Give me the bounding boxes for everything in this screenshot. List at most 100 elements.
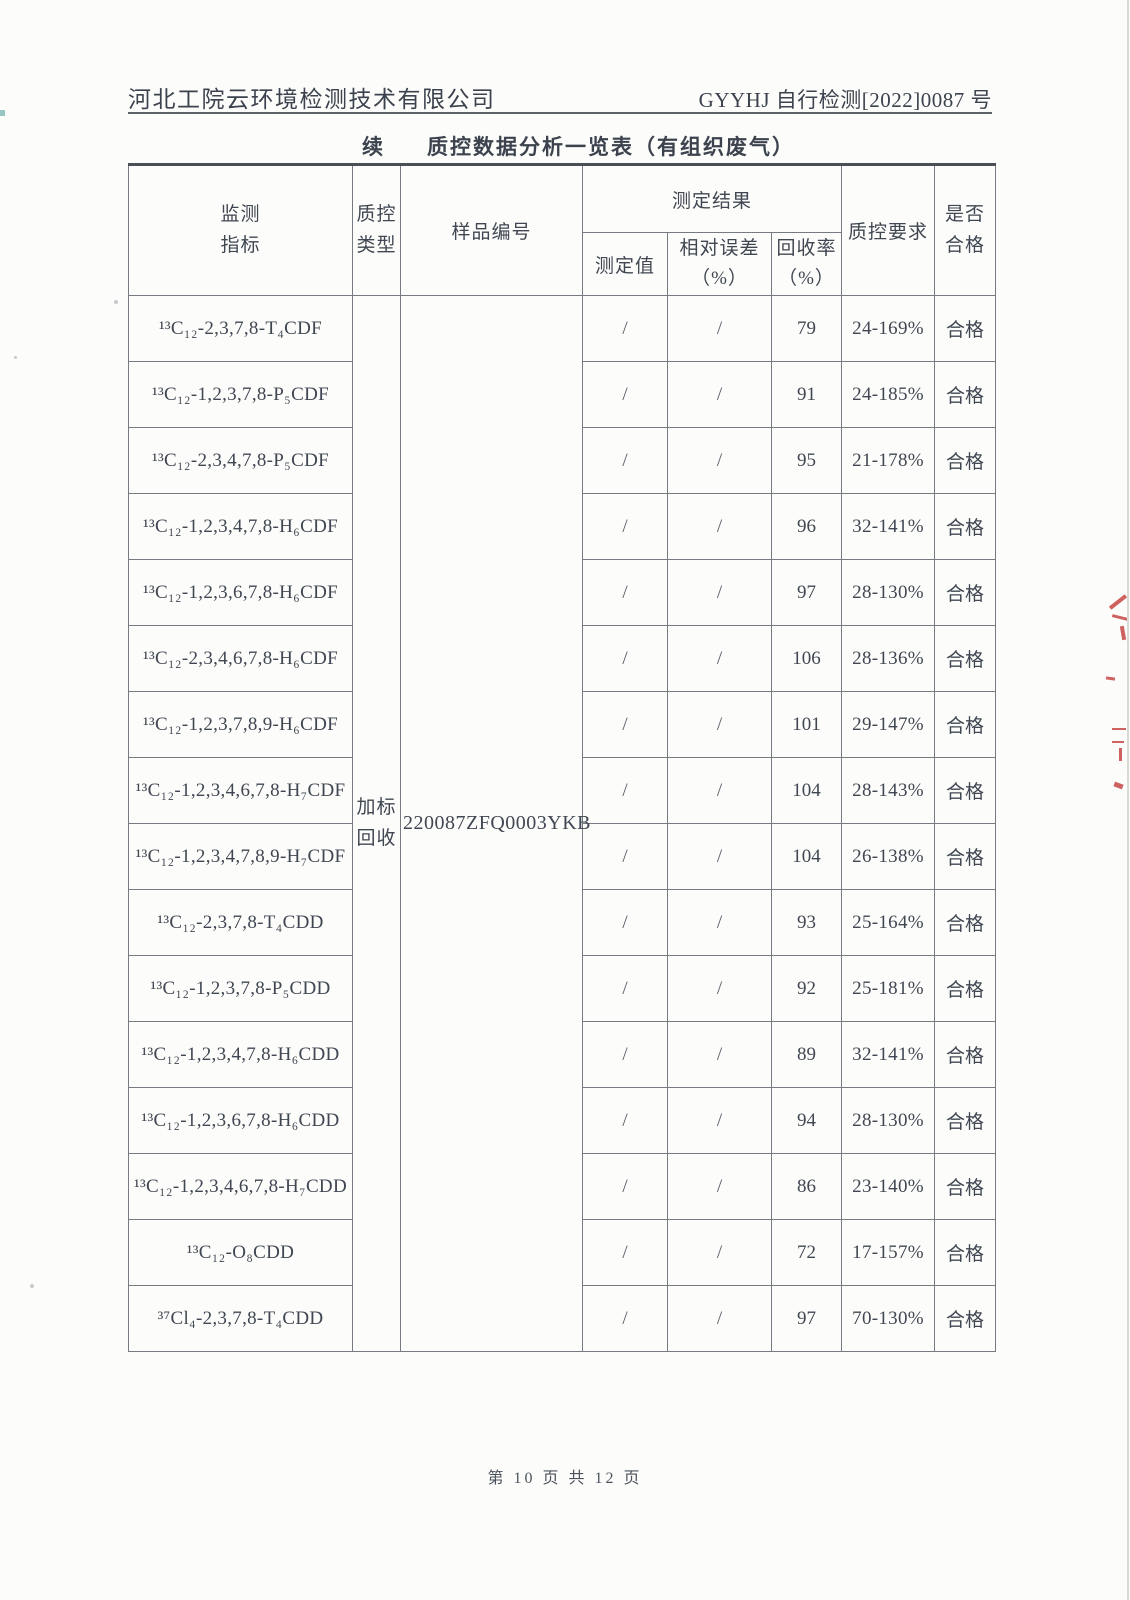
relative-error-cell: /: [667, 559, 772, 626]
table-row: ³⁷Cl₄-2,3,7,8-T₄CDD / / 97 70-130% 合格: [128, 1285, 997, 1352]
red-ink-fragment: [1111, 614, 1129, 621]
qualified-cell: 合格: [934, 1087, 997, 1154]
requirement-cell: 28-143%: [841, 757, 936, 824]
indicator-cell: ¹³C₁₂-1,2,3,7,8,9-H₆CDF: [128, 691, 353, 758]
measured-cell: /: [582, 625, 668, 692]
qc-type-cell: 加标 回收: [352, 295, 401, 1352]
recovery-cell: 94: [770, 1087, 843, 1154]
table-row: ¹³C₁₂-2,3,4,7,8-P₅CDF / / 95 21-178% 合格: [128, 427, 997, 494]
table-row: ¹³C₁₂-1,2,3,4,6,7,8-H₇CDD / / 86 23-140%…: [128, 1153, 997, 1220]
qualified-cell: 合格: [934, 823, 997, 890]
measured-cell: /: [582, 295, 668, 362]
qualified-cell: 合格: [934, 559, 997, 626]
qualified-cell: 合格: [934, 691, 997, 758]
indicator-cell: ¹³C₁₂-1,2,3,6,7,8-H₆CDF: [128, 559, 353, 626]
indicator-cell: ¹³C₁₂-1,2,3,4,7,8-H₆CDF: [128, 493, 353, 560]
requirement-cell: 32-141%: [841, 1021, 936, 1088]
indicator-cell: ¹³C₁₂-1,2,3,7,8-P₅CDF: [128, 361, 353, 428]
title-continued-label: 续: [362, 135, 385, 159]
requirement-cell: 28-136%: [841, 625, 936, 692]
table-row: ¹³C₁₂-1,2,3,4,6,7,8-H₇CDF / / 104 28-143…: [128, 757, 997, 824]
relative-error-cell: /: [667, 493, 772, 560]
relative-error-cell: /: [667, 1219, 772, 1286]
header-relative-error: 相对误差 （%）: [667, 232, 772, 296]
indicator-cell: ¹³C₁₂-O₈CDD: [128, 1219, 353, 1286]
measured-cell: /: [582, 955, 668, 1022]
scan-speck: [14, 356, 17, 359]
table-row: ¹³C₁₂-1,2,3,6,7,8-H₆CDD / / 94 28-130% 合…: [128, 1087, 997, 1154]
requirement-cell: 28-130%: [841, 1087, 936, 1154]
requirement-cell: 28-130%: [841, 559, 936, 626]
indicator-cell: ¹³C₁₂-1,2,3,4,7,8,9-H₇CDF: [128, 823, 353, 890]
recovery-cell: 104: [770, 757, 843, 824]
qualified-cell: 合格: [934, 889, 997, 956]
measured-cell: /: [582, 1087, 668, 1154]
qualified-cell: 合格: [934, 295, 997, 362]
red-ink-fragment: [1112, 728, 1126, 730]
relative-error-cell: /: [667, 691, 772, 758]
indicator-cell: ¹³C₁₂-1,2,3,7,8-P₅CDD: [128, 955, 353, 1022]
measured-cell: /: [582, 1153, 668, 1220]
relative-error-cell: /: [667, 823, 772, 890]
indicator-cell: ¹³C₁₂-1,2,3,4,6,7,8-H₇CDF: [128, 757, 353, 824]
relative-error-cell: /: [667, 1021, 772, 1088]
relative-error-cell: /: [667, 757, 772, 824]
relative-error-cell: /: [667, 1285, 772, 1352]
header-monitoring-indicator: 监测 指标: [128, 164, 353, 296]
requirement-cell: 25-181%: [841, 955, 936, 1022]
requirement-cell: 24-169%: [841, 295, 936, 362]
requirement-cell: 70-130%: [841, 1285, 936, 1352]
title-text: 质控数据分析一览表（有组织废气）: [427, 135, 795, 159]
table-row: ¹³C₁₂-2,3,4,6,7,8-H₆CDF / / 106 28-136% …: [128, 625, 997, 692]
company-name: 河北工院云环境检测技术有限公司: [128, 87, 496, 112]
recovery-cell: 97: [770, 1285, 843, 1352]
indicator-cell: ¹³C₁₂-2,3,7,8-T₄CDD: [128, 889, 353, 956]
red-ink-fragment: [1112, 741, 1124, 743]
header-measurement-results: 测定结果: [581, 164, 843, 233]
scan-speck: [30, 1284, 34, 1288]
indicator-cell: ¹³C₁₂-1,2,3,4,7,8-H₆CDD: [128, 1021, 353, 1088]
table-row: ¹³C₁₂-2,3,7,8-T₄CDF 加标 回收 220087ZFQ0003Y…: [128, 295, 997, 1352]
recovery-cell: 95: [770, 427, 843, 494]
requirement-cell: 21-178%: [841, 427, 936, 494]
recovery-cell: 72: [770, 1219, 843, 1286]
requirement-cell: 25-164%: [841, 889, 936, 956]
page-number: 第 10 页 共 12 页: [487, 1470, 643, 1487]
measured-cell: /: [582, 427, 668, 494]
indicator-cell: ³⁷Cl₄-2,3,7,8-T₄CDD: [128, 1285, 353, 1352]
qualified-cell: 合格: [934, 955, 997, 1022]
indicator-cell: ¹³C₁₂-1,2,3,4,6,7,8-H₇CDD: [128, 1153, 353, 1220]
measured-cell: /: [582, 559, 668, 626]
table-row: ¹³C₁₂-1,2,3,4,7,8-H₆CDD / / 89 32-141% 合…: [128, 1021, 997, 1088]
table-row: ¹³C₁₂-1,2,3,6,7,8-H₆CDF / / 97 28-130% 合…: [128, 559, 997, 626]
qualified-cell: 合格: [934, 1219, 997, 1286]
table-row: ¹³C₁₂-1,2,3,4,7,8,9-H₇CDF / / 104 26-138…: [128, 823, 997, 890]
measured-cell: /: [582, 1219, 668, 1286]
red-ink-fragment: [1105, 676, 1116, 681]
requirement-cell: 32-141%: [841, 493, 936, 560]
report-number: GYYHJ 自行检测[2022]0087 号: [698, 88, 992, 112]
measured-cell: /: [582, 1021, 668, 1088]
recovery-cell: 104: [770, 823, 843, 890]
table-row: ¹³C₁₂-2,3,7,8-T₄CDD / / 93 25-164% 合格: [128, 889, 997, 956]
table-row: ¹³C₁₂-O₈CDD / / 72 17-157% 合格: [128, 1219, 997, 1286]
qualified-cell: 合格: [934, 1285, 997, 1352]
header-measured-value: 测定值: [582, 232, 668, 296]
recovery-cell: 93: [770, 889, 843, 956]
scan-artifact-mark: [0, 110, 5, 116]
relative-error-cell: /: [667, 295, 772, 362]
measured-cell: /: [582, 757, 668, 824]
measured-cell: /: [582, 691, 668, 758]
relative-error-cell: /: [667, 889, 772, 956]
requirement-cell: 26-138%: [841, 823, 936, 890]
qualified-cell: 合格: [934, 625, 997, 692]
table-row: ¹³C₁₂-1,2,3,7,8,9-H₆CDF / / 101 29-147% …: [128, 691, 997, 758]
qualified-cell: 合格: [934, 361, 997, 428]
relative-error-cell: /: [667, 427, 772, 494]
indicator-cell: ¹³C₁₂-2,3,4,6,7,8-H₆CDF: [128, 625, 353, 692]
indicator-cell: ¹³C₁₂-2,3,4,7,8-P₅CDF: [128, 427, 353, 494]
header-qualified: 是否 合格: [934, 164, 997, 296]
measured-cell: /: [582, 1285, 668, 1352]
scan-page-edge: [1127, 0, 1129, 1600]
red-ink-fragment: [1119, 748, 1122, 761]
